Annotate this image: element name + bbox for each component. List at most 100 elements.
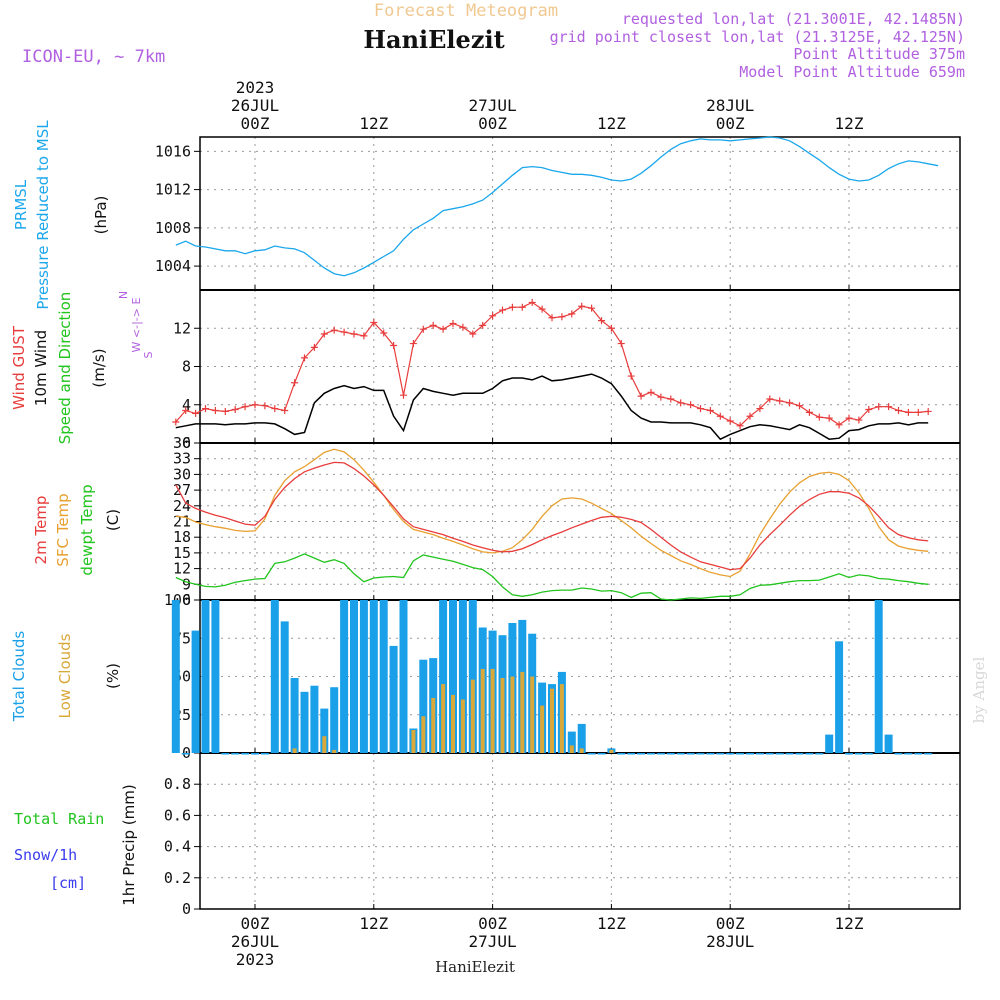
low-cloud-bar [421,716,426,753]
total-cloud-bar [775,753,784,755]
gust-marker [746,412,754,420]
total-cloud-bar [201,600,210,753]
pressure-label-name: PRMSL [12,179,30,230]
total-cloud-bar [300,691,309,753]
t2m-line [175,461,929,571]
subtitle: Forecast Meteogram [374,1,558,21]
gust-marker [340,328,348,336]
gust-marker [716,412,724,420]
time-label-top: 00Z [716,114,745,133]
total-cloud-bar [597,753,606,755]
gust-marker [548,314,556,322]
gust-marker [400,391,407,399]
total-cloud-bar [746,753,754,755]
gust-marker [469,330,477,338]
gust-marker [271,405,279,413]
gust-marker [330,326,338,334]
low-cloud-bar [609,749,614,753]
y-tick-label: 0.4 [164,838,191,856]
time-label-bottom: 12Z [835,914,864,933]
total-cloud-bar [755,753,764,755]
info-line-2: grid point closest lon,lat (21.3125E, 42… [550,28,965,46]
gust-marker [687,401,695,409]
low-cloud-bar [441,684,446,753]
total-cloud-bar [251,753,259,755]
time-label-top: 12Z [359,114,388,133]
wind-unit: (m/s) [90,348,108,387]
total-cloud-bar [241,753,250,755]
gust-marker [231,406,239,414]
sfc-label: SFC Temp [54,493,72,566]
total-cloud-bar [290,678,299,753]
gust-marker [558,313,566,321]
total-cloud-bar [340,600,349,753]
location-title: HaniElezit [363,25,504,54]
y-tick-label: 15 [173,544,191,562]
gust-marker [904,408,912,416]
gust-marker [766,395,774,403]
compass-icon: N W <-|-> E S [117,291,155,359]
low-cloud-bar [460,699,465,753]
gust-marker [261,402,269,410]
sfc-temp-line [175,448,929,578]
chart-layer: 1004100810121016048126912151821242730333… [155,78,961,969]
total-cloud-bar [310,685,319,753]
compass-axis: W <-|-> E [130,298,143,353]
gust-marker [360,332,368,340]
gust-marker [538,305,546,313]
gust-marker [598,317,605,325]
y-tick-label: 21 [173,513,191,531]
compass-south: S [142,351,155,358]
time-label-bottom: 00Z [478,914,507,933]
y-tick-label: 0 [182,434,191,452]
total-cloud-bar [379,600,388,753]
total-cloud-bar [181,753,190,755]
gust-marker [211,406,219,414]
gust-marker [776,397,784,405]
rain-label: Total Rain [14,810,104,828]
total-cloud-bar [449,600,457,753]
total-cloud-bar [686,753,695,755]
info-line-1: requested lon,lat (21.3001E, 42.1485N) [622,10,965,28]
total-cloud-bar [874,600,883,753]
total-cloud-bar [270,600,279,753]
time-label-top: 00Z [241,114,270,133]
total-cloud-bar [765,753,774,755]
gust-marker [182,406,190,414]
y-tick-label: 1008 [155,219,191,237]
gust-marker [835,421,843,429]
pressure-line [175,136,939,277]
low-clouds-label: Low Clouds [56,633,74,718]
y-tick-label: 0.2 [164,869,191,887]
time-label-top: 2023 [236,78,275,97]
gust-marker [855,416,863,424]
gust-marker [627,372,635,380]
low-cloud-bar [431,697,436,753]
gust-label: Wind GUST [10,325,28,410]
total-cloud-bar [468,600,477,753]
total-cloud-bar [805,753,814,755]
gust-marker [291,379,299,387]
low-cloud-bar [500,678,505,753]
y-tick-label: 18 [173,528,191,546]
gust-marker [439,325,447,333]
total-cloud-bar [627,753,636,755]
footer-location: HaniElezit [435,958,515,976]
total-cloud-bar [587,753,596,755]
low-cloud-bar [451,694,455,753]
total-cloud-bar [914,753,923,755]
time-label-bottom: 12Z [359,914,388,933]
low-cloud-bar [292,748,297,753]
total-cloud-bar [825,734,834,753]
gust-marker [657,393,665,401]
wind-label: 10m Wind [32,330,50,406]
total-cloud-bar [359,600,368,753]
time-label-top: 12Z [835,114,864,133]
gust-marker [647,388,655,396]
total-cloud-bar [696,753,705,755]
total-cloud-bar [439,600,448,753]
total-cloud-bar [330,687,339,753]
total-cloud-bar [637,753,646,755]
total-cloud-bar [716,753,725,755]
